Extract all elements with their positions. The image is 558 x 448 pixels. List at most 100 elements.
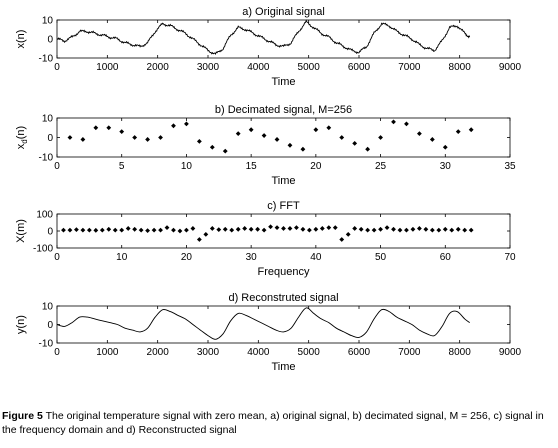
p2-data-point [287,142,293,148]
p3-data-point [287,226,293,231]
p4-xtick-label: 0 [54,347,60,358]
p1-series-line [56,19,471,55]
p3-data-point [442,226,448,232]
p2-data-point [455,129,461,135]
p3-ytick-label: 100 [36,210,53,221]
p3-data-point [171,227,176,233]
p2-data-point [404,121,409,127]
p3-data-point [138,227,144,233]
p1-xtick-label: 3000 [197,62,220,73]
p3-data-point [384,225,390,230]
p1-xtick-label: 9000 [499,62,522,73]
p3-data-point [151,227,157,233]
p3-data-point [93,227,99,233]
p3-xtick-label: 70 [504,252,516,263]
p3-data-point [190,226,196,231]
p3-xlabel: Frequency [258,266,310,278]
p2-data-point [326,125,332,131]
p3-data-point [423,226,429,232]
p3-xtick-label: 50 [375,252,387,263]
p3-xtick-label: 60 [440,252,452,263]
p2-data-point [222,148,228,154]
p2-data-point [145,137,150,142]
p3-data-point [67,227,73,233]
p3-data-point [106,226,112,232]
p2-data-point [171,123,176,129]
p3-data-point [352,226,358,231]
p3-data-point [177,228,183,234]
p2-data-point [300,146,306,152]
p3-data-point [332,225,338,230]
p3-xtick-label: 30 [246,252,258,263]
p2-data-point [442,144,448,150]
p3-data-point [371,227,377,233]
p1-xtick-label: 5000 [298,62,321,73]
p2-ytick-label: -10 [39,153,54,164]
p3-data-point [300,226,306,232]
p4-xtick-label: 2000 [147,347,170,358]
p1-xlabel: Time [271,76,295,88]
p2-data-point [67,135,73,140]
p3-xtick-label: 0 [54,252,60,263]
p3-data-point [119,227,125,233]
figure-caption-label: Figure 5 [2,410,43,422]
p3-title: c) FFT [267,200,300,212]
p4-ytick-label: 0 [47,320,53,331]
p3-xtick-label: 10 [116,252,128,263]
p2-data-point [196,139,202,144]
p2-data-point [261,133,267,138]
figure-caption-text: The original temperature signal with zer… [2,410,544,436]
p3-data-point [417,226,422,231]
p3-ytick-label: -100 [33,244,53,255]
p4-axes-frame [56,305,511,344]
p3-data-point [86,227,92,233]
p2-xtick-label: 35 [504,161,516,172]
p3-data-point [281,226,286,231]
p2-xtick-label: 5 [119,161,125,172]
p2-data-point [274,137,280,142]
p3-data-point [222,226,228,232]
p3-axes-frame [56,213,511,249]
figure-caption: Figure 5 The original temperature signal… [2,409,554,437]
p2-data-point [365,146,371,152]
p2-data-point [468,127,474,133]
p3-data-point [365,227,371,233]
p3-data-point [378,226,383,232]
p1-xtick-label: 4000 [247,62,270,73]
p3-data-point [248,226,254,232]
p3-data-point [209,226,215,231]
p1-ylabel: x(n) [15,30,27,49]
p3-data-point [391,226,396,232]
p3-data-point [80,227,86,233]
p1-xtick-label: 7000 [398,62,421,73]
p4-xtick-label: 8000 [449,347,472,358]
p2-data-point [119,129,125,135]
p3-data-point [99,227,105,233]
p3-data-point [449,227,455,233]
p2-data-point [158,135,163,140]
p1-ytick-label: -10 [39,54,54,65]
p2-data-point [209,144,215,150]
p2-data-point [378,135,383,140]
p2-xtick-label: 0 [54,161,60,172]
p3-data-point [358,226,364,232]
p3-data-point [61,227,66,233]
p2-ylabel: xd(n) [15,126,29,149]
p1-xtick-label: 8000 [449,62,472,73]
p3-data-point [326,225,332,230]
p2-ytick-label: 10 [42,114,54,125]
p4-xtick-label: 1000 [96,347,119,358]
p3-data-point [229,227,235,233]
p2-data-point [106,125,112,131]
p3-data-point [132,226,138,232]
p4-title: d) Reconstruted signal [228,292,338,304]
p1-xtick-label: 2000 [147,62,170,73]
p3-xtick-label: 40 [310,252,322,263]
p4-ytick-label: -10 [39,339,54,350]
p2-xtick-label: 20 [310,161,322,172]
p3-data-point [274,225,280,230]
p1-xtick-label: 6000 [348,62,371,73]
p4-xtick-label: 7000 [398,347,421,358]
p2-xlabel: Time [271,175,295,187]
